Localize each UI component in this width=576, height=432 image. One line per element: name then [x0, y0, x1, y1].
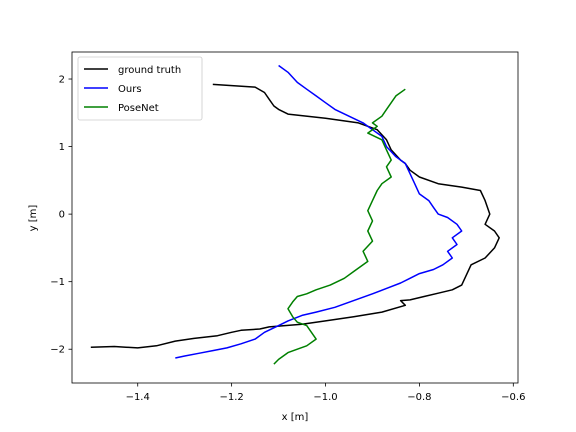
- legend-label-ours: Ours: [118, 84, 142, 95]
- x-tick-label: −1.2: [219, 392, 243, 403]
- legend: ground truth Ours PoseNet: [77, 56, 203, 121]
- series-line-ours: [175, 64, 463, 359]
- x-axis-label: x [m]: [282, 412, 309, 423]
- y-tick-label: 1: [59, 142, 65, 153]
- legend-box: [77, 56, 203, 121]
- y-axis-label: y [m]: [28, 205, 39, 232]
- legend-label-posenet: PoseNet: [118, 103, 159, 114]
- series-line-posenet: [273, 88, 406, 365]
- x-tick-label: −1.4: [126, 392, 150, 403]
- y-axis: −2 −1 0 1 2: [50, 75, 72, 356]
- y-tick-label: −2: [50, 345, 65, 356]
- x-tick-label: −0.6: [501, 392, 525, 403]
- legend-label-ground-truth: ground truth: [118, 65, 181, 76]
- plot-frame: [71, 51, 519, 384]
- y-tick-label: 2: [59, 75, 65, 86]
- y-tick-label: −1: [50, 277, 65, 288]
- plot-lines: [90, 64, 500, 365]
- x-tick-label: −1.0: [313, 392, 337, 403]
- x-axis: −1.4 −1.2 −1.0 −0.8 −0.6: [126, 383, 525, 403]
- series-line-ground-truth: [90, 83, 500, 349]
- y-tick-label: 0: [59, 210, 65, 221]
- x-tick-label: −0.8: [407, 392, 431, 403]
